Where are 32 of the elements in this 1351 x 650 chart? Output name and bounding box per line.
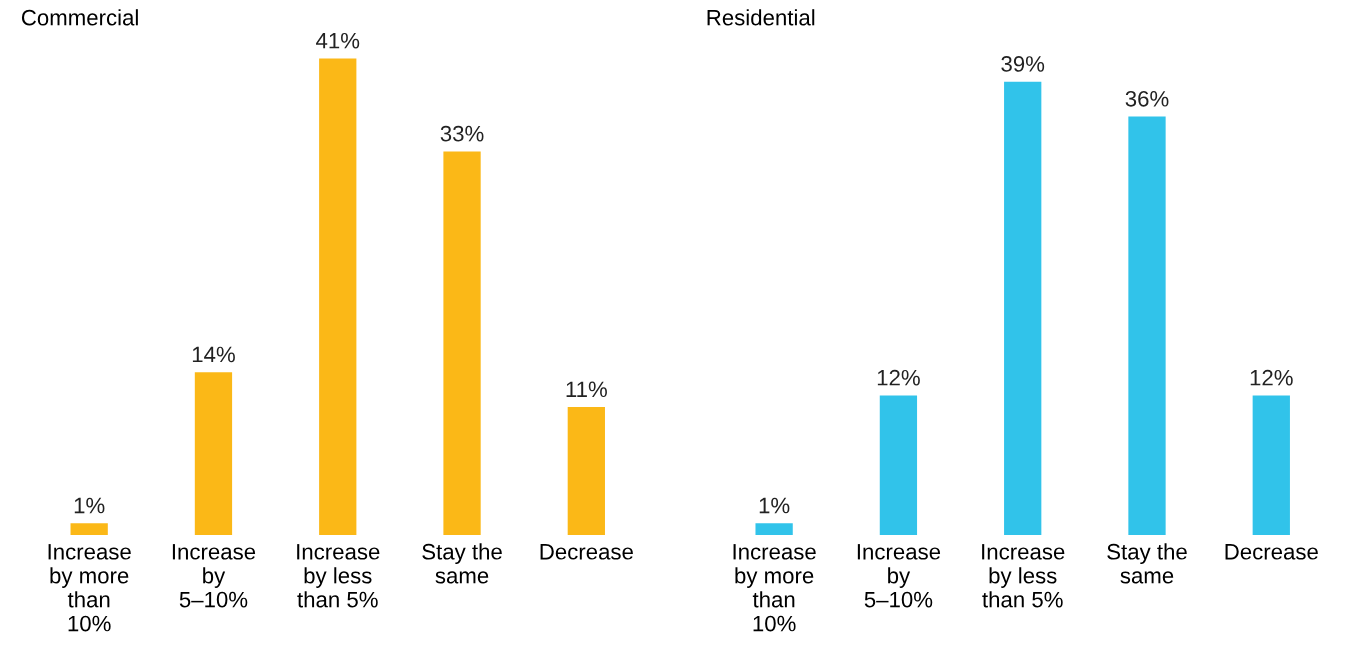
data-label: 36%: [1125, 90, 1169, 107]
data-label: 1%: [759, 497, 790, 514]
x-tick-label: Increase by less than 5%: [982, 544, 1065, 608]
data-label: 33%: [440, 125, 484, 142]
bar: [879, 395, 918, 535]
x-tick-label: Increase by more than 10%: [733, 544, 816, 632]
x-tick-label: Stay the same: [422, 543, 502, 584]
data-label: 41%: [316, 32, 360, 49]
bar: [443, 151, 481, 535]
bar: [1252, 395, 1290, 535]
data-label: 39%: [1001, 56, 1045, 72]
x-tick-label: Decrease: [1225, 544, 1318, 560]
x-tick-label: Decrease: [540, 544, 633, 560]
bar: [1128, 116, 1166, 535]
x-tick-label: Increase by less than 5%: [297, 544, 380, 608]
bar: [194, 372, 233, 535]
bar: [755, 523, 793, 535]
x-tick-label: Increase by 5–10%: [857, 544, 941, 608]
x-tick-label: Stay the same: [1107, 543, 1187, 584]
bar: [70, 523, 108, 535]
bar: [319, 58, 357, 535]
chart-title: Residential: [707, 9, 815, 26]
x-tick-label: Increase by 5–10%: [172, 544, 256, 608]
data-label: 1%: [74, 497, 105, 514]
bar: [1004, 81, 1042, 535]
chart-title: Commercial: [21, 9, 138, 26]
x-tick-label: Increase by more than 10%: [48, 544, 131, 632]
data-label: 14%: [192, 346, 235, 363]
data-label: 12%: [877, 369, 920, 386]
data-label: 12%: [1250, 369, 1293, 386]
data-label: 11%: [566, 381, 607, 398]
bar: [567, 407, 605, 535]
